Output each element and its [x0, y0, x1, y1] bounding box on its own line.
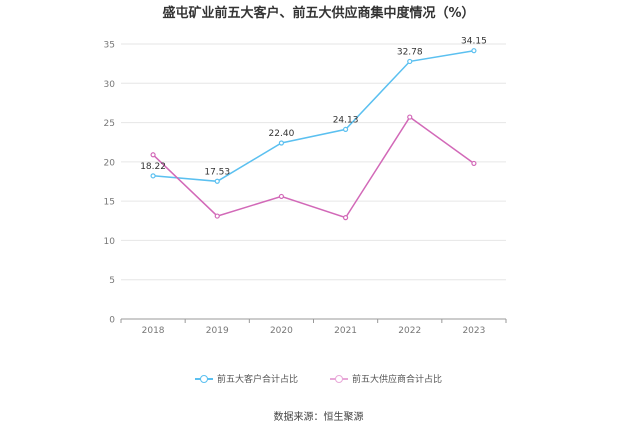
y-tick-label: 5: [109, 276, 115, 286]
data-point: [342, 126, 349, 133]
chart-title: 盛屯矿业前五大客户、前五大供应商集中度情况（%）: [162, 6, 475, 21]
legend-label-suppliers: 前五大供应商合计占比: [352, 375, 443, 385]
x-tick-label: 2021: [334, 326, 357, 336]
grid-lines: [121, 43, 506, 281]
legend-label-customers: 前五大客户合计占比: [216, 375, 298, 385]
data-label: 24.13: [333, 115, 359, 125]
x-tick-label: 2019: [206, 326, 229, 336]
y-tick-label: 35: [104, 41, 115, 51]
legend: 前五大客户合计占比 前五大供应商合计占比: [0, 372, 637, 385]
data-point: [407, 114, 413, 120]
x-tick-label: 2023: [462, 326, 485, 336]
y-tick-label: 30: [104, 80, 116, 90]
data-point: [214, 178, 220, 184]
data-point: [150, 173, 156, 179]
data-point: [214, 213, 220, 219]
data-label: 17.53: [204, 167, 230, 177]
data-point: [278, 193, 285, 200]
data-point: [471, 160, 477, 167]
legend-swatch-customers: [194, 374, 213, 384]
data-labels: 18.22 17.53 22.40 24.13 32.78 34.15: [140, 37, 487, 178]
y-tick-label: 15: [104, 198, 115, 208]
data-point: [150, 152, 156, 158]
x-tick-label: 2018: [142, 326, 165, 336]
data-point: [342, 215, 349, 221]
x-tick-label: 2020: [270, 326, 293, 336]
data-point: [278, 140, 285, 146]
series-line-1: [152, 116, 475, 219]
y-tick-label: 0: [109, 316, 115, 326]
legend-item-suppliers[interactable]: 前五大供应商合计占比: [330, 372, 442, 385]
y-tick-label: 25: [104, 119, 115, 129]
data-source: 数据来源：恒生聚源: [273, 412, 364, 423]
legend-swatch-suppliers: [330, 374, 348, 384]
series-lines: [150, 48, 477, 221]
data-label: 18.22: [140, 162, 166, 172]
data-label: 34.15: [461, 37, 487, 47]
axes: 0 5 10 15 20 25 30 35 2018 2019 2020 2021 2022 2023: [104, 41, 507, 336]
y-tick-label: 10: [104, 237, 116, 247]
series-line-0: [153, 49, 475, 183]
data-label: 22.40: [269, 129, 295, 139]
data-point: [407, 58, 413, 65]
data-point: [471, 48, 477, 54]
x-tick-label: 2022: [398, 326, 421, 336]
y-tick-label: 20: [104, 158, 116, 168]
data-label: 32.78: [397, 47, 423, 57]
legend-item-customers[interactable]: 前五大客户合计占比: [194, 372, 298, 385]
